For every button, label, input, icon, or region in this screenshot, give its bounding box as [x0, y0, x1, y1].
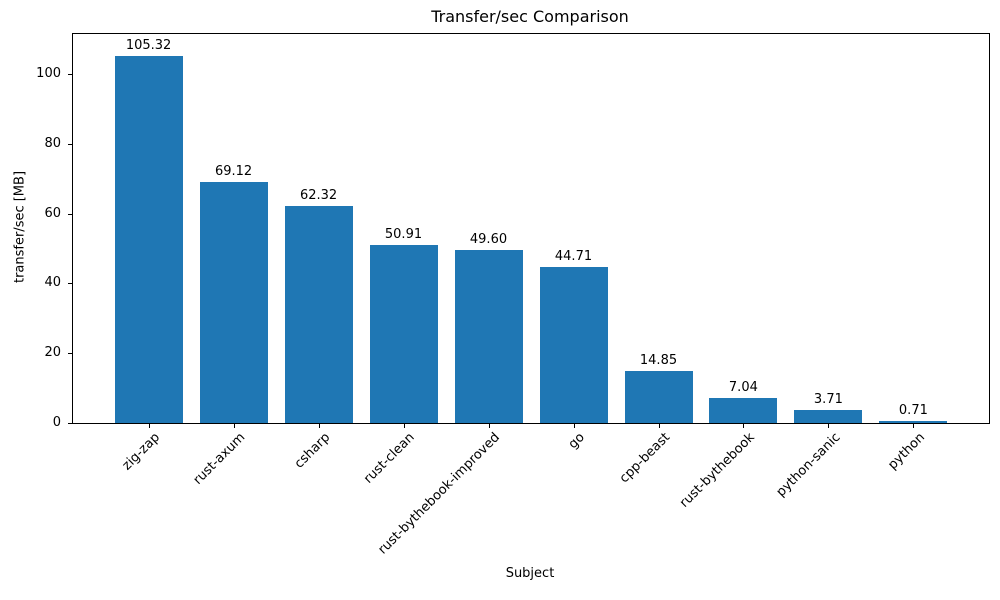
- bar: [794, 410, 863, 423]
- y-tick-label: 100: [36, 66, 61, 82]
- x-tick-label: python-sanic: [773, 430, 844, 500]
- bar: [199, 181, 268, 423]
- x-tick-mark: [488, 424, 490, 428]
- bar-value-label: 0.71: [898, 402, 928, 418]
- x-tick-mark: [913, 424, 915, 428]
- y-tick-label: 80: [44, 135, 61, 151]
- x-tick-label: csharp: [291, 430, 334, 472]
- bar: [114, 55, 183, 423]
- bar: [624, 371, 693, 423]
- bar: [369, 245, 438, 423]
- bar-value-label: 44.71: [554, 249, 593, 264]
- x-tick-mark: [318, 424, 320, 428]
- y-tick-mark: [68, 143, 72, 145]
- x-tick-mark: [148, 424, 150, 428]
- x-tick-label: rust-clean: [361, 430, 419, 487]
- y-tick-mark: [68, 283, 72, 285]
- y-axis-label: transfer/sec [MB]: [12, 170, 28, 284]
- x-tick-mark: [743, 424, 745, 428]
- y-tick-label: 40: [44, 275, 61, 291]
- x-tick-label: go: [566, 430, 589, 453]
- x-axis-label: Subject: [505, 566, 555, 581]
- bar-value-label: 69.12: [214, 163, 253, 179]
- bar-value-label: 50.91: [384, 227, 423, 243]
- x-tick-label: python: [885, 430, 929, 473]
- bar: [454, 250, 523, 423]
- x-tick-mark: [233, 424, 235, 428]
- y-tick-mark: [68, 74, 72, 76]
- y-tick-label: 0: [52, 415, 61, 430]
- bar: [879, 420, 948, 423]
- bar-value-label: 105.32: [125, 37, 172, 53]
- x-tick-label: cpp-beast: [616, 430, 674, 487]
- plot-area: 105.32 zig-zap 69.12 rust-axum 62.32 csharp 50…: [36, 33, 990, 557]
- x-tick-label: rust-bythebook: [677, 430, 759, 511]
- y-tick-mark: [68, 353, 72, 355]
- bar-value-label: 62.32: [299, 187, 338, 203]
- bar: [284, 205, 353, 423]
- x-tick-mark: [658, 424, 660, 428]
- x-tick-label: zig-zap: [119, 430, 164, 474]
- x-tick-mark: [828, 424, 830, 428]
- bar-value-label: 7.04: [728, 380, 758, 396]
- x-tick-mark: [403, 424, 405, 428]
- y-tick-mark: [68, 213, 72, 215]
- bar: [709, 398, 778, 423]
- y-tick-mark: [68, 423, 72, 424]
- bar: [539, 267, 608, 423]
- bar-value-label: 49.60: [469, 232, 508, 247]
- y-tick-label: 60: [44, 205, 61, 221]
- bar-value-label: 14.85: [639, 353, 678, 369]
- chart-title: Transfer/sec Comparison: [431, 7, 629, 26]
- x-tick-mark: [573, 424, 575, 428]
- x-tick-label: rust-axum: [190, 430, 249, 488]
- bar-value-label: 3.71: [813, 392, 843, 408]
- y-tick-label: 20: [44, 345, 61, 361]
